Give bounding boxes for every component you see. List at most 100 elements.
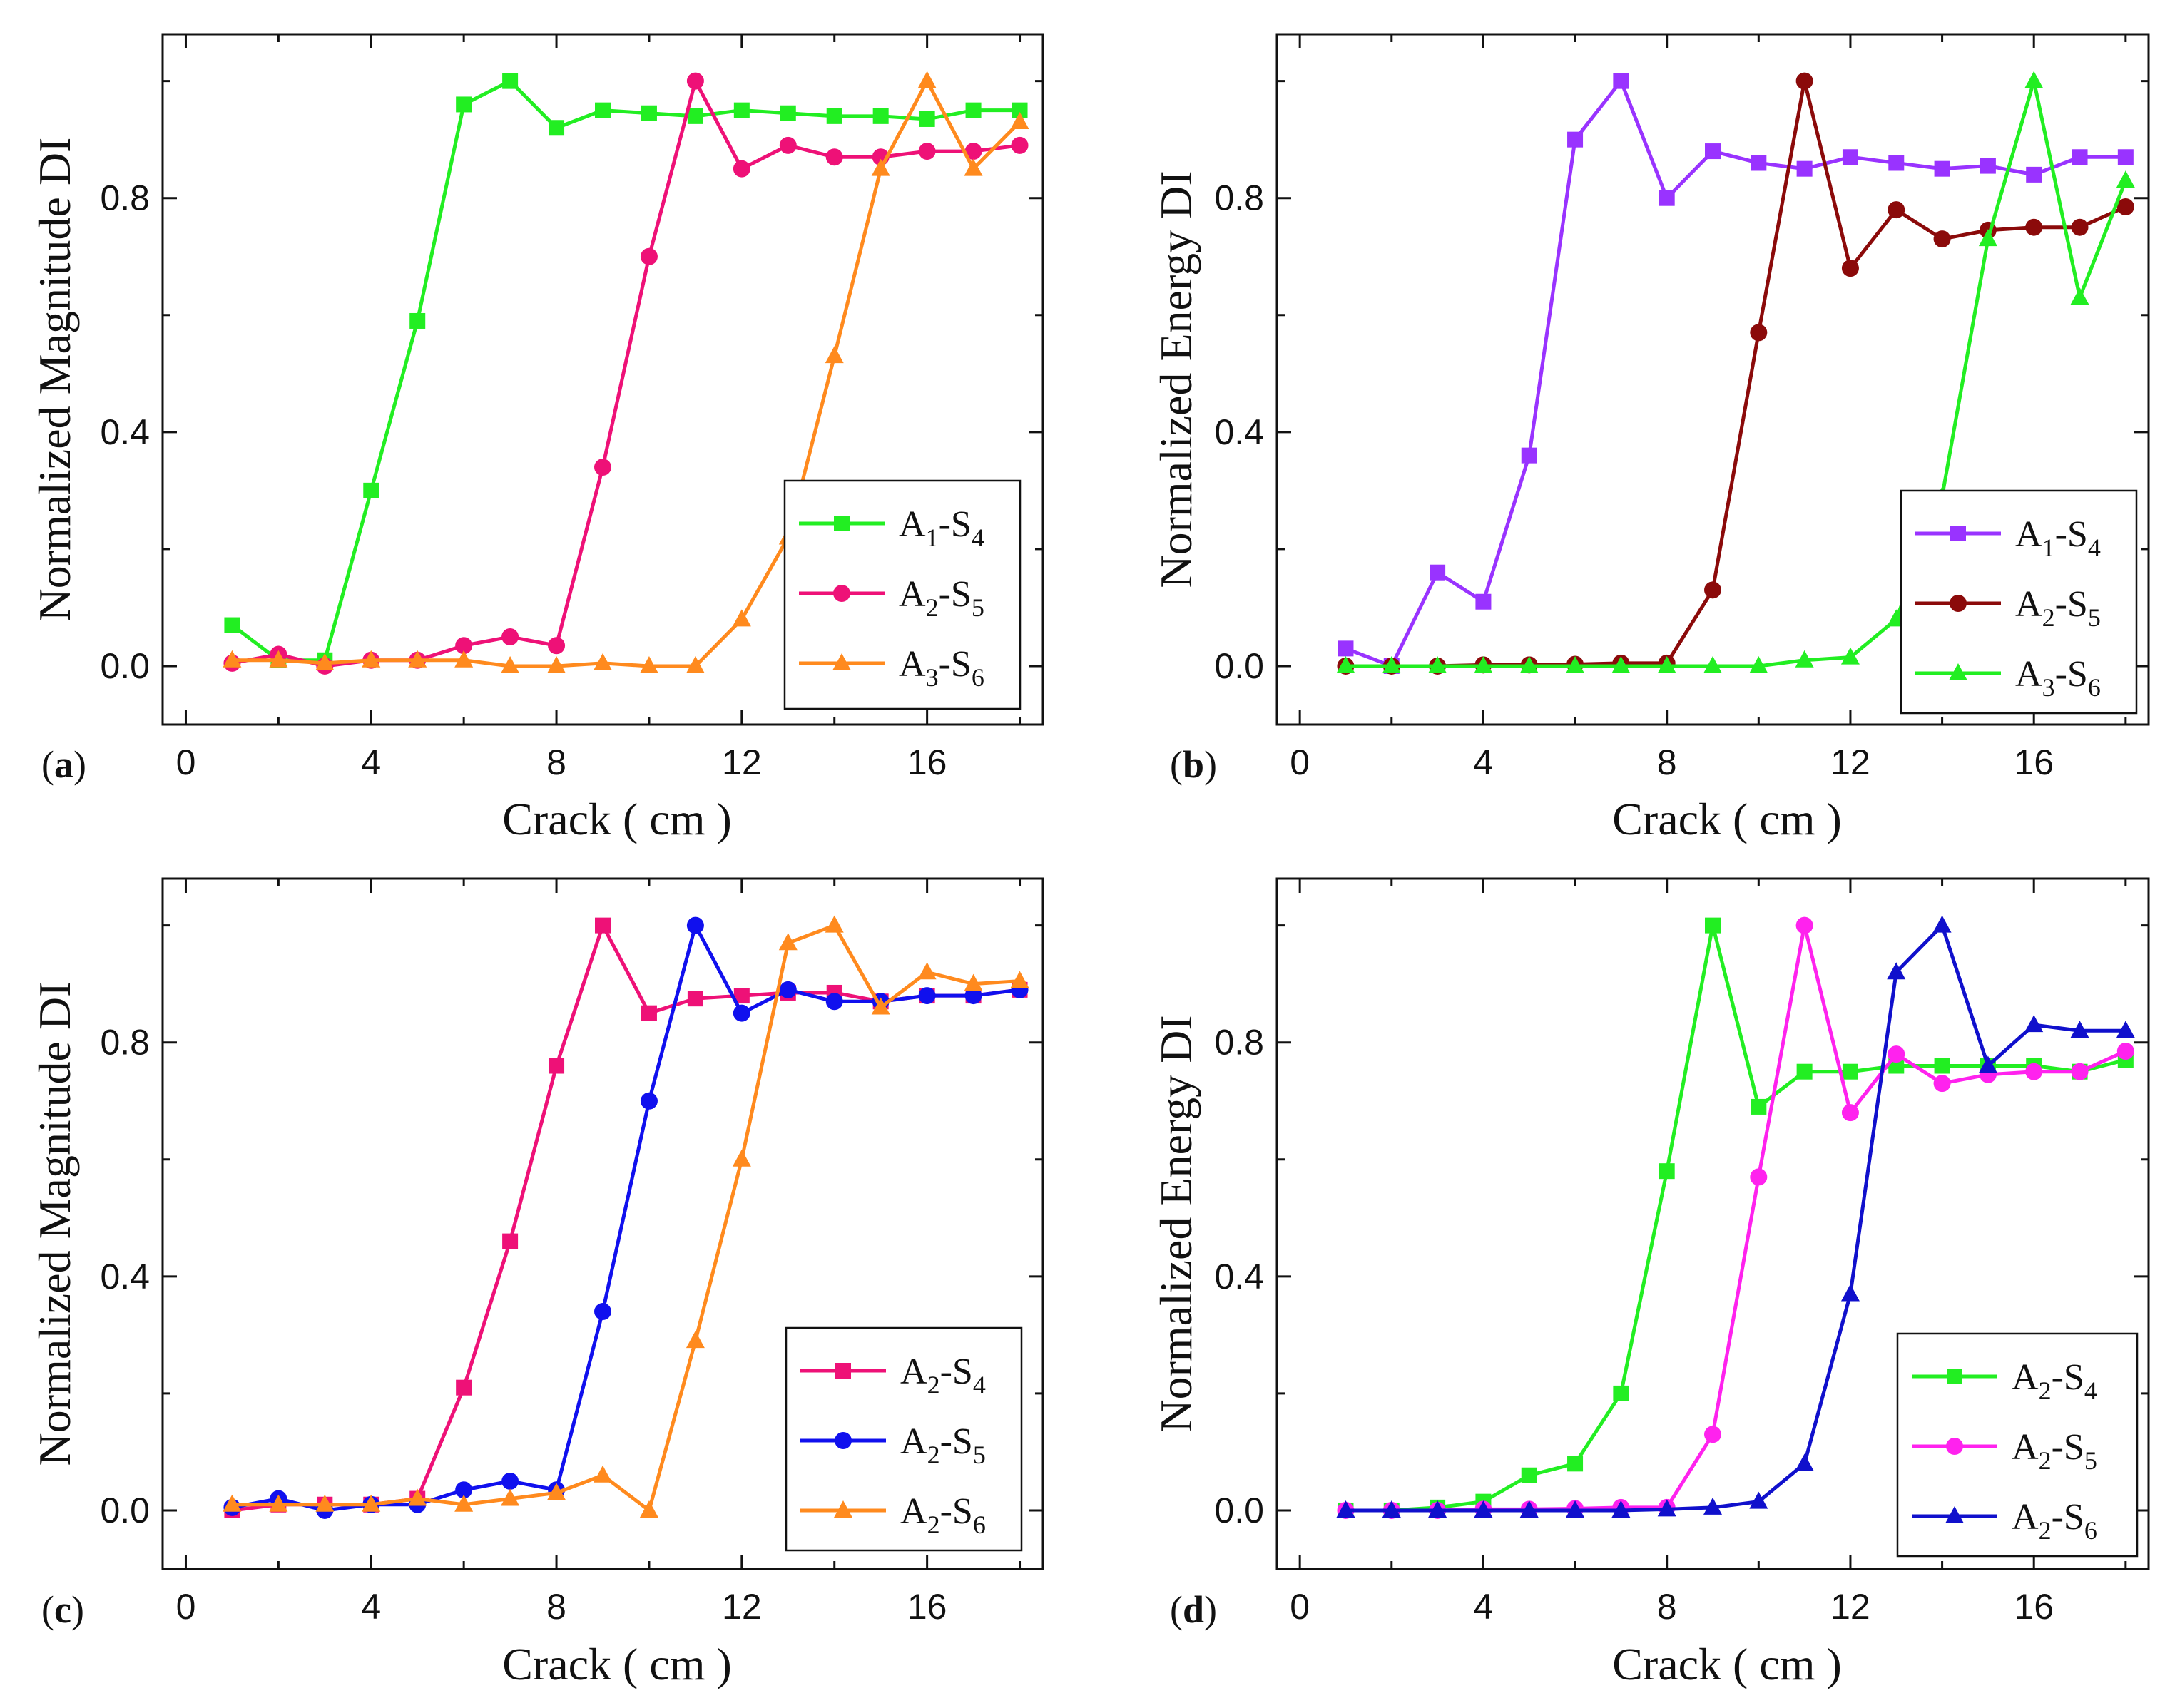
y-tick-label: 0.8 <box>1214 1023 1264 1063</box>
data-point <box>2071 1063 2089 1080</box>
panel-label-open: ( <box>41 1588 54 1631</box>
data-point <box>1659 190 1675 206</box>
legend-label-sub: 2 <box>2039 1446 2052 1475</box>
data-point <box>1566 1500 1585 1518</box>
data-point <box>2117 149 2134 165</box>
legend-box <box>1896 1332 2139 1558</box>
legend-label-mid: -S <box>2052 1357 2084 1398</box>
data-point <box>732 1149 751 1167</box>
data-point <box>547 655 566 673</box>
data-point <box>1932 915 1952 933</box>
legend-label: A3-S6 <box>2015 654 2101 702</box>
data-point <box>733 102 750 118</box>
x-tick-label: 12 <box>1830 1587 1870 1627</box>
data-point <box>964 973 983 991</box>
panel-label: (c) <box>41 1588 84 1631</box>
y-tick-label: 0.0 <box>1214 1490 1264 1530</box>
legend-marker <box>1950 595 1967 612</box>
data-point <box>1705 917 1721 934</box>
legend-label-mid: -S <box>939 644 972 685</box>
legend-label-sub: 4 <box>2084 1376 2097 1405</box>
x-tick-label: 0 <box>176 742 196 782</box>
y-tick-label: 0.0 <box>100 646 150 686</box>
x-axis-title: Crack ( cm ) <box>1612 794 1842 844</box>
panel-label-close: ) <box>1204 743 1217 786</box>
data-point <box>2070 1021 2089 1038</box>
legend-label-sub: 4 <box>972 523 984 552</box>
data-point <box>1795 1453 1814 1471</box>
data-point <box>965 102 982 118</box>
data-point <box>639 655 658 673</box>
data-point <box>269 650 288 668</box>
panel-label-close: ) <box>71 1588 84 1631</box>
legend-marker <box>834 1500 852 1518</box>
legend-label-sub: 3 <box>2042 673 2055 702</box>
data-point <box>594 1303 611 1321</box>
data-point <box>456 96 472 113</box>
legend-label-main: A <box>2015 514 2042 555</box>
panel-label-close: ) <box>1204 1588 1217 1631</box>
data-point <box>547 1483 566 1500</box>
legend-label-mid: -S <box>940 1351 973 1392</box>
legend-label-mid: -S <box>939 504 972 545</box>
data-point <box>1613 1385 1629 1401</box>
panel-label-letter: a <box>54 743 73 786</box>
x-tick-label: 0 <box>1290 1587 1310 1627</box>
legend-label-mid: -S <box>2055 514 2088 555</box>
legend-label-sub: 2 <box>927 1441 940 1469</box>
y-axis-title: Normalized Energy DI <box>1151 1015 1201 1432</box>
data-point <box>1430 564 1446 581</box>
legend-label: A2-S6 <box>900 1491 986 1539</box>
data-point <box>1012 102 1028 118</box>
series-A3-S6 <box>223 71 1029 673</box>
data-point <box>687 108 703 124</box>
data-point <box>1011 136 1029 154</box>
y-axis-title: Normalized Magnitude DI <box>29 982 80 1466</box>
data-point <box>686 1331 705 1349</box>
data-point <box>639 1500 658 1518</box>
legend-label-main: A <box>2012 1497 2039 1538</box>
legend-label-mid: -S <box>940 1421 973 1462</box>
x-tick-label: 16 <box>2014 742 2054 782</box>
data-point <box>1519 1500 1539 1518</box>
x-tick-label: 16 <box>907 1587 947 1627</box>
legend-label: A2-S5 <box>2012 1427 2097 1475</box>
data-point <box>732 609 751 627</box>
legend-label-main: A <box>2012 1427 2039 1468</box>
data-point <box>1795 72 1813 90</box>
data-point <box>1521 447 1537 464</box>
data-point <box>2071 218 2089 236</box>
data-point <box>1796 1063 1813 1080</box>
legend-label-main: A <box>900 1491 927 1532</box>
data-point <box>1840 647 1860 665</box>
plot-frame <box>161 877 1044 1570</box>
legend-label-sub: 4 <box>973 1371 986 1399</box>
legend-label-sub: 6 <box>2088 673 2101 702</box>
data-point <box>919 111 935 127</box>
data-point <box>594 459 611 476</box>
data-point <box>1750 1168 1768 1186</box>
x-axis-title: Crack ( cm ) <box>502 1639 732 1689</box>
y-tick-label: 0.8 <box>100 178 150 218</box>
data-point <box>1842 1063 1858 1080</box>
data-point <box>1010 971 1029 988</box>
legend-label-mid: -S <box>2055 654 2088 695</box>
data-point <box>1796 160 1813 177</box>
data-point <box>871 158 890 176</box>
data-point <box>1428 1500 1447 1518</box>
data-point <box>1519 655 1539 673</box>
legend-marker <box>833 585 850 602</box>
data-point <box>595 917 611 934</box>
data-point <box>1338 640 1354 657</box>
data-point <box>917 962 937 980</box>
x-tick-label: 12 <box>722 742 762 782</box>
data-point <box>1336 655 1355 673</box>
data-point <box>223 1494 242 1512</box>
legend-label-main: A <box>2012 1357 2039 1398</box>
data-point <box>1795 650 1814 668</box>
data-point <box>2072 149 2088 165</box>
data-point <box>1657 1499 1676 1517</box>
data-point <box>917 71 937 88</box>
